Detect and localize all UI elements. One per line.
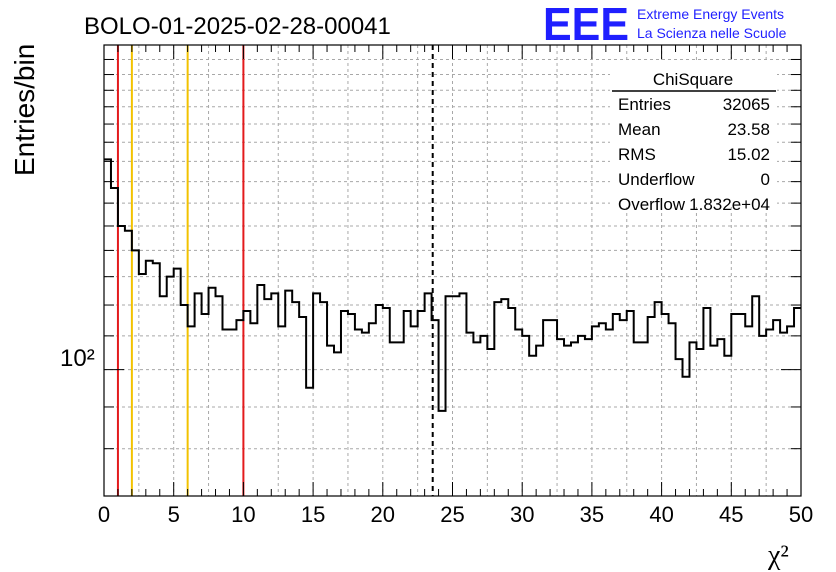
stats-box-name: ChiSquare <box>653 70 733 89</box>
stats-label: RMS <box>618 145 656 164</box>
y-tick-label: 10² <box>60 345 95 372</box>
stats-value: 15.02 <box>727 145 770 164</box>
axis-ticks <box>103 45 802 496</box>
x-tick-label: 5 <box>168 502 180 527</box>
logo-line-2: La Scienza nelle Scuole <box>637 25 787 41</box>
x-tick-label: 50 <box>789 502 813 527</box>
x-tick-labels: 0 5 10 15 20 25 30 35 40 45 50 <box>98 502 813 527</box>
stats-box: ChiSquare Entries 32065 Mean 23.58 RMS 15.02 U… <box>610 63 777 214</box>
stats-value: 0 <box>761 170 770 189</box>
x-tick-label: 25 <box>440 502 464 527</box>
stats-value: 1.832e+04 <box>689 195 770 214</box>
plot-frame <box>103 44 802 497</box>
stats-label: Underflow <box>618 170 695 189</box>
x-tick-label: 45 <box>719 502 743 527</box>
x-axis-label: χ² <box>767 540 789 571</box>
x-tick-label: 0 <box>98 502 110 527</box>
x-tick-label: 35 <box>580 502 604 527</box>
eee-logo: EEE Extreme Energy Events La Scienza nel… <box>543 0 787 50</box>
grid <box>104 45 801 496</box>
chart-title: BOLO-01-2025-02-28-00041 <box>84 13 391 40</box>
stats-value: 23.58 <box>727 120 770 139</box>
marker-lines <box>116 45 434 496</box>
stats-label: Entries <box>618 95 671 114</box>
x-tick-label: 15 <box>301 502 325 527</box>
stats-box-background <box>610 63 777 206</box>
stats-label: Overflow <box>618 195 686 214</box>
x-tick-label: 30 <box>510 502 534 527</box>
x-tick-label: 10 <box>231 502 255 527</box>
logo-line-1: Extreme Energy Events <box>637 6 784 22</box>
x-tick-label: 20 <box>371 502 395 527</box>
x-tick-label: 40 <box>649 502 673 527</box>
logo-mark: EEE <box>543 0 629 50</box>
stats-value: 32065 <box>723 95 770 114</box>
stats-label: Mean <box>618 120 661 139</box>
histogram-line <box>104 158 801 412</box>
y-axis-label: Entries/bin <box>9 44 40 176</box>
